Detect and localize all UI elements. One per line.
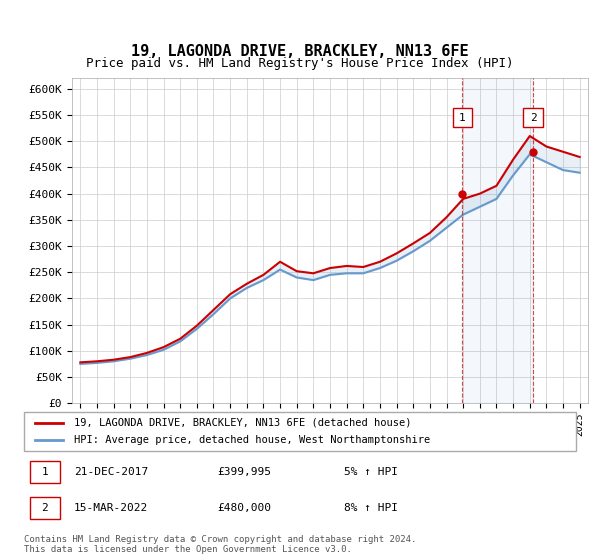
Text: 1: 1 — [459, 113, 466, 123]
Text: HPI: Average price, detached house, West Northamptonshire: HPI: Average price, detached house, West… — [74, 435, 430, 445]
Text: 5% ↑ HPI: 5% ↑ HPI — [344, 467, 398, 477]
FancyBboxPatch shape — [29, 461, 60, 483]
FancyBboxPatch shape — [452, 108, 472, 127]
FancyBboxPatch shape — [29, 497, 60, 519]
FancyBboxPatch shape — [523, 108, 543, 127]
Text: 8% ↑ HPI: 8% ↑ HPI — [344, 503, 398, 513]
Text: 19, LAGONDA DRIVE, BRACKLEY, NN13 6FE: 19, LAGONDA DRIVE, BRACKLEY, NN13 6FE — [131, 44, 469, 59]
Text: £480,000: £480,000 — [217, 503, 271, 513]
Text: 1: 1 — [41, 467, 48, 477]
Text: 2: 2 — [530, 113, 536, 123]
Text: £399,995: £399,995 — [217, 467, 271, 477]
Text: 15-MAR-2022: 15-MAR-2022 — [74, 503, 148, 513]
Bar — [463, 78, 533, 403]
Text: 19, LAGONDA DRIVE, BRACKLEY, NN13 6FE (detached house): 19, LAGONDA DRIVE, BRACKLEY, NN13 6FE (d… — [74, 418, 411, 428]
Text: 21-DEC-2017: 21-DEC-2017 — [74, 467, 148, 477]
Text: Contains HM Land Registry data © Crown copyright and database right 2024.
This d: Contains HM Land Registry data © Crown c… — [24, 535, 416, 554]
Text: Price paid vs. HM Land Registry's House Price Index (HPI): Price paid vs. HM Land Registry's House … — [86, 57, 514, 70]
FancyBboxPatch shape — [24, 412, 576, 451]
Text: 2: 2 — [41, 503, 48, 513]
